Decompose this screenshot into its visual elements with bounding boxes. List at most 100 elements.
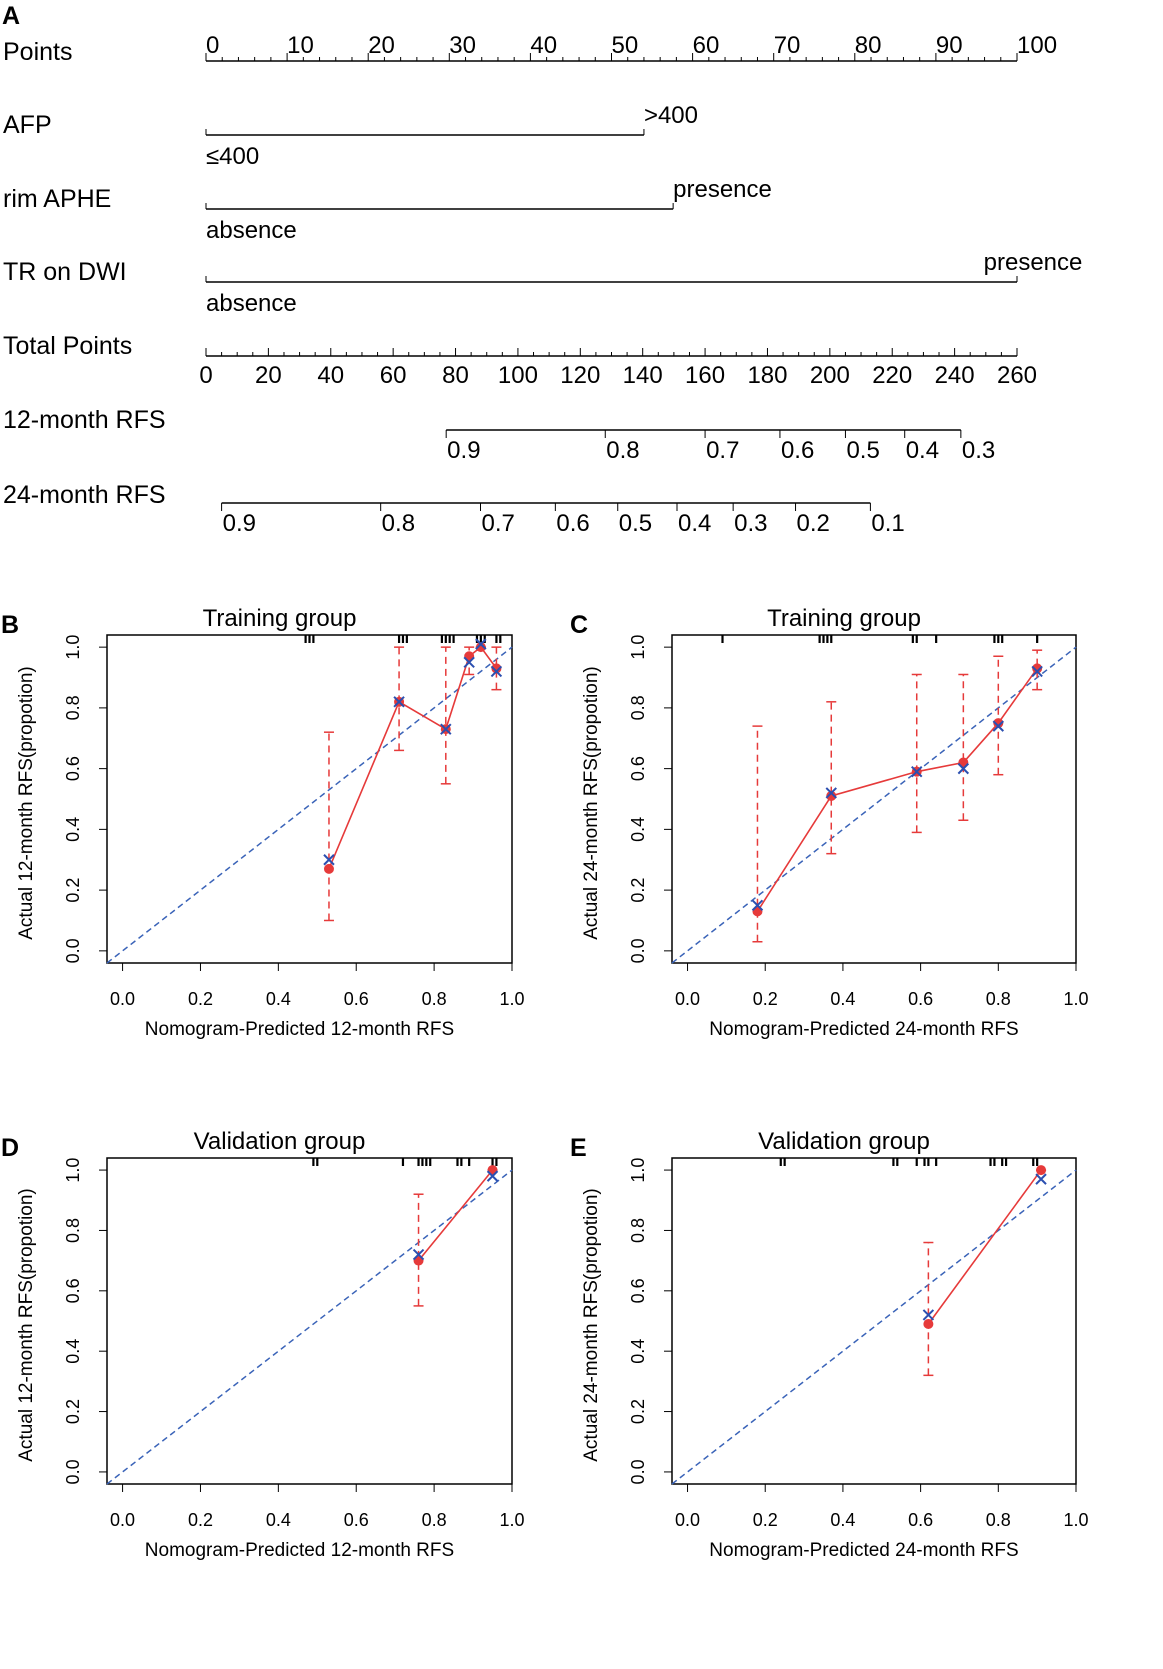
total-points-tick-label: 0 (199, 362, 212, 389)
total-points-tick-label: 20 (255, 362, 282, 389)
24-month-rfs-tick-label: 0.2 (797, 510, 830, 537)
bias-corrected-point (440, 723, 452, 735)
observed-line (927, 1169, 1042, 1325)
y-tick-label: 0.8 (63, 1218, 83, 1243)
points-tick-label: 20 (368, 32, 395, 59)
plot-title: Training group (767, 605, 921, 632)
row-label-12-month-rfs: 12-month RFS (3, 406, 166, 434)
x-tick-label: 0.6 (344, 1510, 369, 1530)
y-tick-label: 0.8 (63, 695, 83, 720)
plot-frame (106, 1157, 513, 1485)
24-month-rfs-tick-label: 0.1 (871, 510, 904, 537)
row-label-tr-on-dwi: TR on DWI (3, 258, 127, 286)
24-month-rfs-tick-label: 0.9 (223, 510, 256, 537)
total-points-tick-label: 260 (997, 362, 1037, 389)
x-axis-title: Nomogram-Predicted 24-month RFS (709, 1540, 1018, 1561)
24-month-rfs-tick-label: 0.3 (734, 510, 767, 537)
x-tick-label: 0.4 (266, 1510, 291, 1530)
12-month-rfs-tick-label: 0.9 (447, 437, 480, 464)
x-tick-label: 0.6 (344, 989, 369, 1009)
bias-corrected-point (475, 638, 487, 650)
y-axis-title: Actual 12-month RFS(propotion) (16, 1188, 37, 1462)
calibration-panel-e: E Validation group 0.0 0.2 0.4 0.6 0.8 1.0 0.0 0.… (570, 1128, 1089, 1561)
x-tick-label: 0.8 (986, 989, 1011, 1009)
24-month-rfs-tick-label: 0.7 (481, 510, 514, 537)
y-tick-label: 0.2 (628, 1399, 648, 1424)
row-label-points: Points (3, 38, 72, 66)
y-tick-label: 0.6 (63, 1278, 83, 1303)
observed-point (993, 718, 1004, 729)
observed-point (826, 790, 837, 801)
y-tick-label: 0.6 (63, 756, 83, 781)
total-points-tick-label: 40 (317, 362, 344, 389)
x-tick-label: 0.0 (675, 989, 700, 1009)
x-tick-label: 1.0 (1063, 1510, 1088, 1530)
y-tick-label: 1.0 (63, 635, 83, 660)
y-tick-label: 0.0 (628, 938, 648, 963)
plot-frame (671, 1157, 1077, 1485)
y-tick-label: 0.4 (63, 1339, 83, 1364)
y-tick-label: 0.0 (63, 1459, 83, 1484)
total-points-tick-label: 100 (498, 362, 538, 389)
points-tick-label: 30 (449, 32, 476, 59)
nomogram-panel: Points 0 10 20 30 40 50 60 70 80 90 100 AFP ≤400 >400 r… (3, 32, 1082, 537)
y-tick-label: 0.4 (63, 817, 83, 842)
y-tick-label: 0.6 (628, 1278, 648, 1303)
total-points-tick-label: 180 (747, 362, 787, 389)
y-tick-label: 0.0 (628, 1459, 648, 1484)
observed-line (417, 1169, 494, 1262)
y-tick-label: 0.0 (63, 938, 83, 963)
row-label-total-points: Total Points (3, 332, 132, 360)
points-tick-label: 80 (855, 32, 882, 59)
bias-corrected-point (1031, 665, 1043, 678)
ideal-diagonal-line (671, 1169, 1077, 1485)
points-tick-label: 60 (693, 32, 720, 59)
x-tick-label: 0.2 (753, 989, 778, 1009)
plot-title: Validation group (758, 1128, 930, 1155)
x-tick-label: 0.0 (675, 1510, 700, 1530)
tr-on-dwi-level-high: presence (984, 249, 1083, 276)
y-axis-title: Actual 12-month RFS(propotion) (16, 666, 37, 940)
plot-frame (106, 634, 513, 964)
observed-line (756, 667, 1038, 912)
points-tick-label: 100 (1017, 32, 1057, 59)
observed-point (475, 642, 486, 653)
bias-corrected-point (412, 1248, 425, 1261)
y-tick-label: 0.8 (628, 695, 648, 720)
12-month-rfs-tick-label: 0.5 (846, 437, 879, 464)
x-tick-label: 0.2 (188, 1510, 213, 1530)
x-tick-label: 0.8 (422, 1510, 447, 1530)
total-points-tick-label: 220 (872, 362, 912, 389)
y-tick-label: 0.2 (63, 878, 83, 903)
tr-on-dwi-level-low: absence (206, 290, 297, 317)
row-label-afp: AFP (3, 111, 52, 139)
24-month-rfs-tick-label: 0.5 (619, 510, 652, 537)
24-month-rfs-tick-label: 0.8 (382, 510, 415, 537)
12-month-rfs-tick-label: 0.4 (906, 437, 939, 464)
afp-level-low: ≤400 (206, 143, 259, 170)
panel-label-a: A (2, 2, 20, 30)
panel-label-c: C (570, 611, 588, 639)
total-points-tick-label: 80 (442, 362, 469, 389)
x-tick-label: 0.4 (830, 1510, 855, 1530)
bias-corrected-point (922, 1309, 935, 1321)
ideal-diagonal-line (106, 646, 513, 964)
plot-title: Training group (203, 605, 357, 632)
x-tick-label: 0.6 (908, 989, 933, 1009)
total-points-tick-label: 120 (560, 362, 600, 389)
bias-corrected-point (486, 1170, 499, 1182)
y-tick-label: 1.0 (63, 1158, 83, 1183)
y-tick-label: 0.4 (628, 817, 648, 842)
rim-aphe-level-high: presence (673, 176, 772, 203)
x-tick-label: 1.0 (1063, 989, 1088, 1009)
panel-label-b: B (1, 611, 19, 639)
x-tick-label: 0.8 (986, 1510, 1011, 1530)
observed-point (1036, 1165, 1047, 1176)
y-tick-label: 0.8 (628, 1218, 648, 1243)
x-axis-title: Nomogram-Predicted 24-month RFS (709, 1019, 1018, 1040)
points-tick-label: 40 (530, 32, 557, 59)
x-tick-label: 0.2 (753, 1510, 778, 1530)
calibration-panels: B Training group 0.0 0.2 0.4 0.6 0.8 1.0 0.0 0.2 0… (1, 605, 1089, 1561)
total-points-tick-label: 60 (380, 362, 407, 389)
